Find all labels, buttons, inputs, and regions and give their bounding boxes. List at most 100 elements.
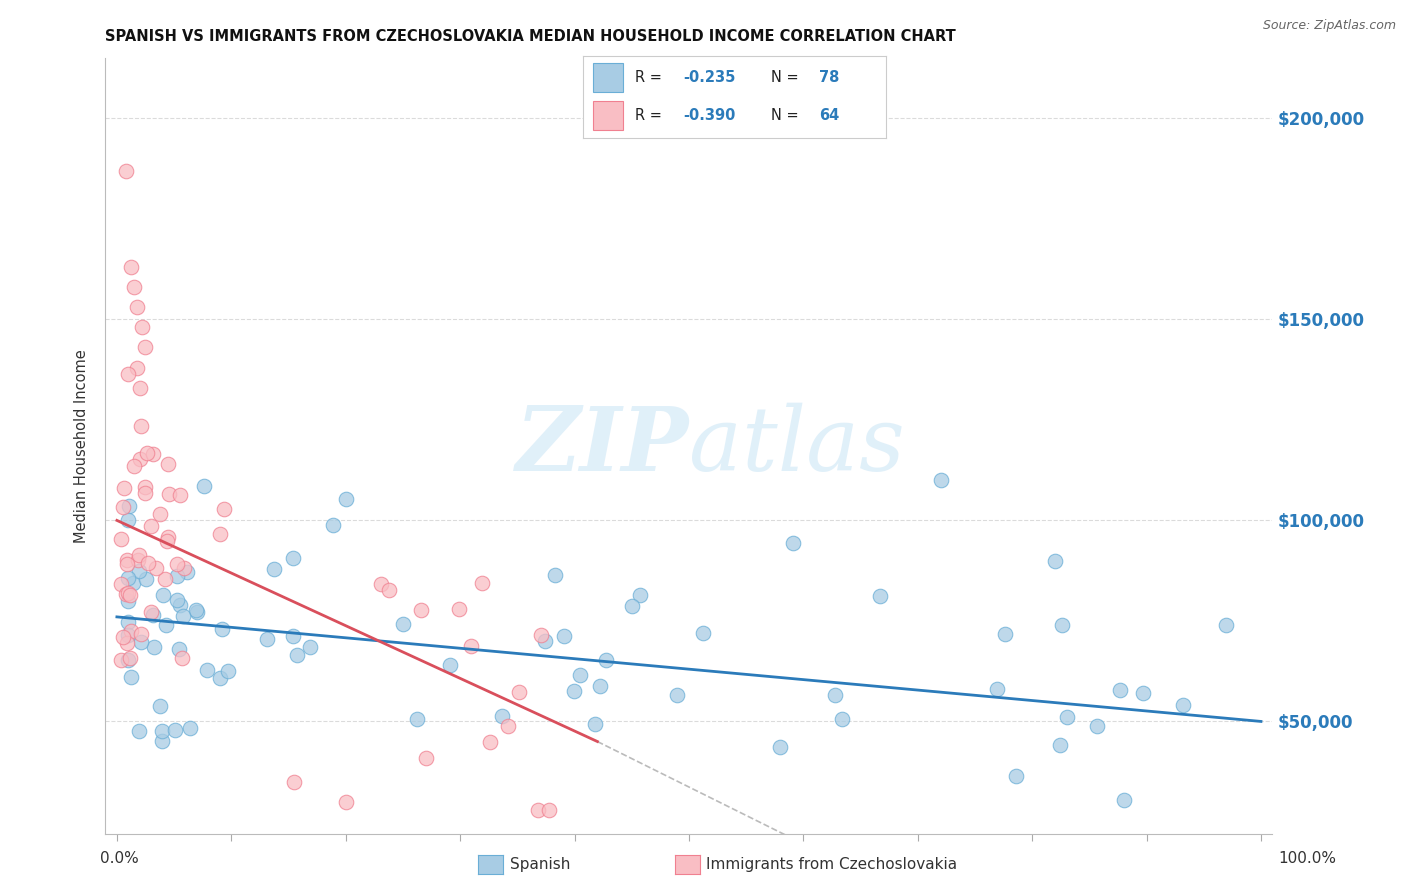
Point	[120, 588, 142, 602]
Text: atlas: atlas	[689, 402, 904, 490]
Bar	[592, 62, 623, 92]
Point	[628, 588, 651, 602]
Point	[439, 657, 461, 672]
Point	[128, 724, 150, 739]
Point	[208, 527, 231, 541]
Point	[135, 445, 157, 459]
Point	[208, 671, 231, 685]
Point	[127, 360, 149, 375]
Point	[127, 300, 149, 314]
Point	[117, 513, 139, 527]
Text: SPANISH VS IMMIGRANTS FROM CZECHOSLOVAKIA MEDIAN HOUSEHOLD INCOME CORRELATION CH: SPANISH VS IMMIGRANTS FROM CZECHOSLOVAKI…	[105, 29, 956, 45]
Point	[665, 688, 688, 702]
Point	[120, 260, 142, 274]
Point	[377, 583, 399, 598]
Point	[122, 576, 145, 591]
Point	[166, 593, 188, 607]
Point	[283, 774, 305, 789]
Point	[172, 650, 194, 665]
Point	[195, 663, 218, 677]
Point	[110, 653, 132, 667]
Point	[263, 562, 285, 576]
Text: 100.0%: 100.0%	[1278, 851, 1337, 865]
Point	[149, 508, 172, 522]
Text: Spanish: Spanish	[510, 857, 571, 871]
Point	[117, 615, 139, 629]
Point	[149, 698, 172, 713]
Point	[869, 589, 891, 603]
Point	[1215, 618, 1237, 632]
Text: -0.235: -0.235	[683, 70, 735, 85]
Point	[172, 609, 194, 624]
Point	[1050, 618, 1073, 632]
Point	[150, 724, 173, 739]
Point	[564, 684, 586, 698]
Point	[129, 634, 152, 648]
Text: 0.0%: 0.0%	[100, 851, 139, 865]
Point	[335, 491, 357, 506]
Y-axis label: Median Household Income: Median Household Income	[75, 349, 90, 543]
Point	[128, 381, 150, 395]
Point	[184, 603, 207, 617]
Point	[193, 479, 215, 493]
Point	[142, 640, 165, 655]
Point	[117, 499, 139, 513]
Point	[1112, 793, 1135, 807]
Point	[186, 605, 208, 619]
Point	[491, 708, 513, 723]
Point	[285, 648, 308, 663]
Point	[986, 682, 1008, 697]
Point	[824, 688, 846, 702]
Point	[692, 625, 714, 640]
Point	[537, 803, 560, 817]
Point	[115, 587, 138, 601]
Point	[583, 716, 606, 731]
Point	[370, 577, 392, 591]
Point	[478, 735, 501, 749]
Point	[335, 795, 357, 809]
Point	[1173, 698, 1195, 712]
Point	[157, 487, 180, 501]
Text: 78: 78	[820, 70, 839, 85]
Point	[471, 575, 494, 590]
Point	[405, 712, 427, 726]
Point	[409, 603, 432, 617]
Point	[115, 163, 138, 178]
Point	[167, 642, 190, 657]
Point	[544, 568, 567, 582]
Point	[553, 630, 575, 644]
Point	[1004, 768, 1026, 782]
Point	[142, 447, 165, 461]
Point	[122, 280, 145, 294]
Point	[534, 633, 557, 648]
Text: -0.390: -0.390	[683, 108, 735, 123]
Point	[217, 665, 239, 679]
Point	[527, 803, 550, 817]
Point	[142, 608, 165, 623]
Point	[117, 627, 139, 641]
Point	[112, 481, 135, 495]
Point	[117, 367, 139, 381]
Point	[1056, 709, 1078, 723]
Point	[212, 502, 235, 516]
Point	[169, 488, 191, 502]
Point	[281, 550, 304, 565]
Text: R =: R =	[636, 70, 666, 85]
Point	[530, 628, 553, 642]
Point	[128, 564, 150, 578]
Point	[152, 588, 174, 602]
Point	[127, 552, 149, 566]
Point	[166, 558, 188, 572]
Point	[134, 341, 156, 355]
Point	[1049, 738, 1071, 752]
Point	[117, 653, 139, 667]
Point	[117, 571, 139, 585]
Point	[110, 532, 132, 546]
Text: N =: N =	[770, 108, 803, 123]
Point	[128, 548, 150, 562]
Point	[139, 518, 162, 533]
Point	[1043, 553, 1066, 567]
Point	[120, 670, 142, 684]
Point	[115, 553, 138, 567]
Point	[156, 457, 179, 471]
